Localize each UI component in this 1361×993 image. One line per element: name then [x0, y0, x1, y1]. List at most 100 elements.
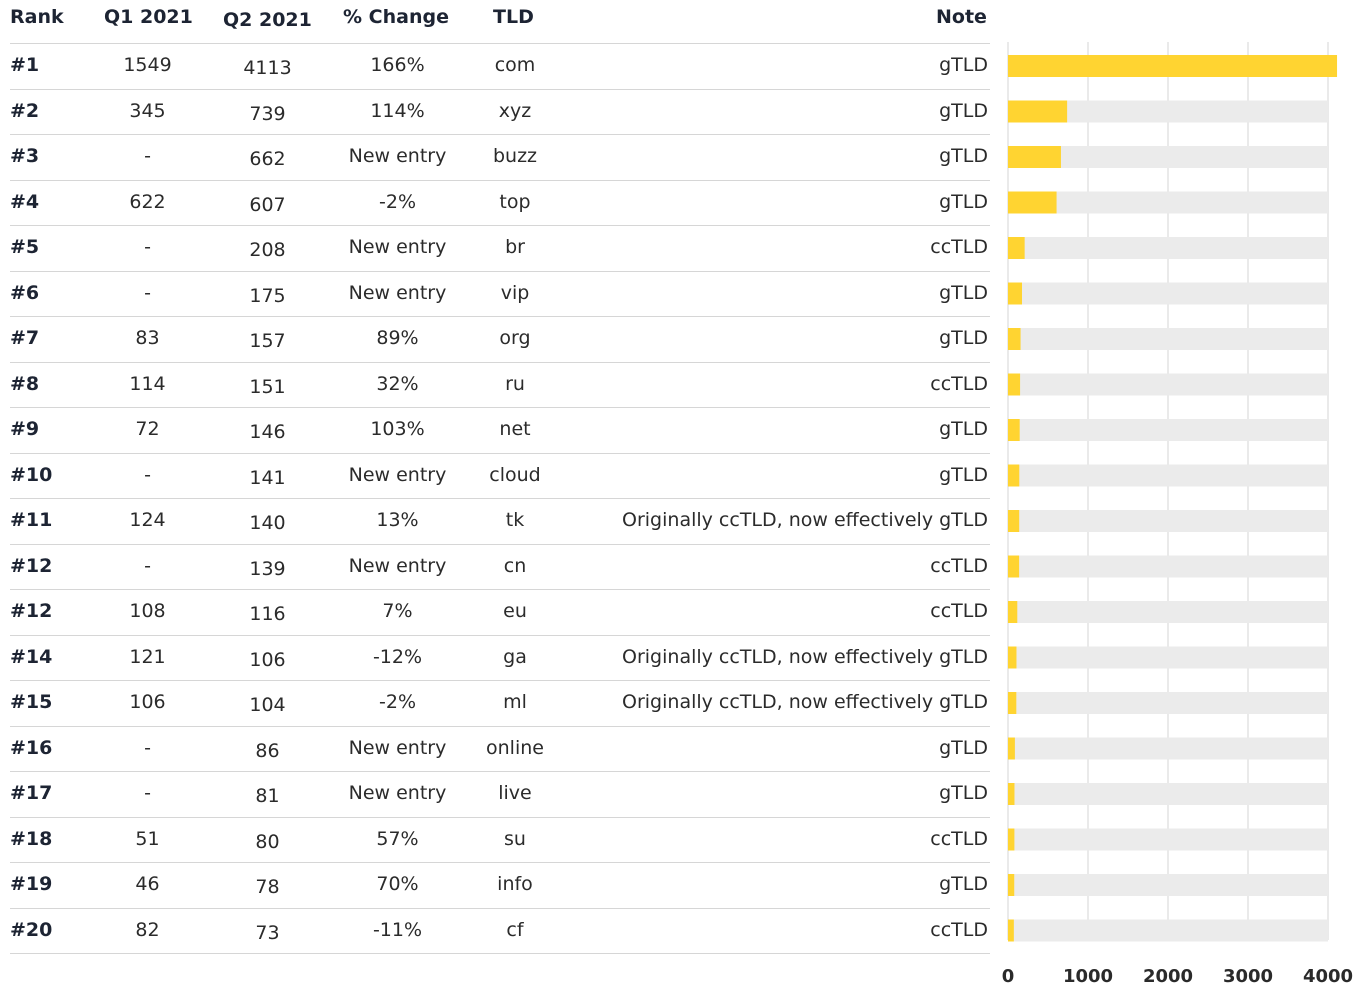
change-cell: New entry — [348, 782, 447, 804]
q1-cell: 622 — [129, 190, 166, 213]
change-cell: New entry — [348, 463, 447, 486]
change-cell: 103% — [370, 418, 425, 440]
bar-track — [1008, 874, 1328, 896]
change-cell: -12% — [372, 645, 423, 668]
bar-eu — [1008, 601, 1018, 623]
rank-cell: #2 — [10, 99, 40, 122]
q1-cell: 106 — [129, 691, 166, 713]
q1-cell: - — [144, 281, 151, 304]
q1-cell: 121 — [129, 645, 166, 668]
change-cell: New entry — [348, 554, 447, 577]
bar-track — [1008, 100, 1328, 123]
table-row: #12 108 116 7% eu ccTLD — [10, 589, 990, 635]
header-change: % Change — [343, 6, 449, 28]
q2-cell: 140 — [249, 512, 286, 534]
note-cell: ccTLD — [930, 918, 988, 941]
table-row: #16 - 86 New entry online gTLD — [10, 725, 990, 772]
tld-cell: info — [497, 873, 533, 895]
change-cell: -2% — [379, 691, 416, 713]
table-row: #17 - 81 New entry live gTLD — [10, 771, 990, 817]
header-rank: Rank — [10, 6, 64, 28]
note-cell: ccTLD — [930, 554, 988, 577]
bar-xyz — [1008, 100, 1068, 123]
bar-vip — [1008, 282, 1022, 305]
x-tick-label: 4000 — [1303, 966, 1353, 987]
change-cell: 89% — [376, 327, 419, 349]
q2-cell: 151 — [249, 375, 286, 398]
q1-cell: - — [144, 782, 151, 804]
bar-tk — [1008, 510, 1020, 532]
change-cell: 166% — [370, 54, 425, 76]
rank-cell: #15 — [10, 691, 53, 713]
note-cell: gTLD — [939, 190, 988, 213]
q2-cell: 139 — [249, 557, 286, 580]
bar-com — [1008, 55, 1338, 77]
q1-cell: 82 — [135, 918, 160, 941]
x-tick-label: 3000 — [1223, 966, 1273, 987]
header-note: Note — [936, 6, 987, 28]
rank-cell: #16 — [10, 736, 53, 759]
change-cell: 114% — [370, 99, 425, 122]
bar-track — [1008, 692, 1328, 714]
q2-cell: 146 — [249, 421, 286, 443]
bar-ru — [1008, 373, 1021, 396]
bar-track — [1008, 783, 1328, 805]
bar-track — [1008, 328, 1328, 350]
bar-track — [1008, 646, 1328, 669]
note-cell: ccTLD — [930, 372, 988, 395]
table-row: #8 114 151 32% ru ccTLD — [10, 361, 990, 408]
note-cell: gTLD — [939, 99, 988, 122]
bar-track — [1008, 919, 1328, 942]
rank-cell: #6 — [10, 281, 40, 304]
q1-cell: 83 — [135, 327, 160, 349]
rank-cell: #4 — [10, 190, 40, 213]
q1-cell: 108 — [129, 600, 166, 622]
bar-track — [1008, 555, 1328, 578]
q2-cell: 739 — [249, 102, 286, 125]
bar-info — [1008, 874, 1015, 896]
q1-cell: 51 — [135, 827, 160, 850]
note-cell: gTLD — [939, 736, 988, 759]
note-cell: gTLD — [939, 463, 988, 486]
tld-cell: xyz — [498, 99, 532, 122]
tld-cell: su — [504, 827, 526, 850]
rank-cell: #1 — [10, 54, 40, 76]
table-row: #7 83 157 89% org gTLD — [10, 316, 990, 362]
note-cell: gTLD — [939, 418, 988, 440]
table-row: #12 - 139 New entry cn ccTLD — [10, 543, 990, 590]
q2-cell: 104 — [249, 694, 286, 716]
tld-cell: live — [498, 782, 532, 804]
q1-cell: 46 — [135, 873, 160, 895]
note-cell: gTLD — [939, 327, 988, 349]
bar-track — [1008, 464, 1328, 487]
note-cell: gTLD — [939, 782, 988, 804]
table-row: #18 51 80 57% su ccTLD — [10, 816, 990, 863]
q2-cell: 116 — [249, 603, 286, 625]
q1-cell: 345 — [129, 99, 166, 122]
bar-buzz — [1008, 146, 1061, 168]
q1-cell: - — [144, 145, 151, 167]
bar-cn — [1008, 555, 1020, 578]
q1-cell: 72 — [135, 418, 160, 440]
bar-online — [1008, 737, 1015, 760]
bar-live — [1008, 783, 1015, 805]
note-cell: ccTLD — [930, 600, 988, 622]
table-row: #19 46 78 70% info gTLD — [10, 862, 990, 908]
table-row: #10 - 141 New entry cloud gTLD — [10, 452, 990, 499]
rank-cell: #17 — [10, 782, 53, 804]
note-cell: ccTLD — [930, 827, 988, 850]
q1-cell: 1549 — [123, 54, 172, 76]
table-row: #2 345 739 114% xyz gTLD — [10, 88, 990, 135]
tld-cell: br — [505, 236, 525, 258]
rank-cell: #11 — [10, 509, 53, 531]
change-cell: 32% — [376, 372, 419, 395]
change-cell: 70% — [376, 873, 419, 895]
tld-cell: cloud — [489, 463, 541, 486]
tld-cell: top — [499, 190, 531, 213]
q2-cell: 208 — [249, 239, 286, 261]
tld-cell: eu — [503, 600, 527, 622]
tld-cell: cf — [506, 918, 524, 941]
tld-cell: ml — [503, 691, 527, 713]
note-cell: Originally ccTLD, now effectively gTLD — [622, 509, 988, 531]
rank-cell: #8 — [10, 372, 40, 395]
